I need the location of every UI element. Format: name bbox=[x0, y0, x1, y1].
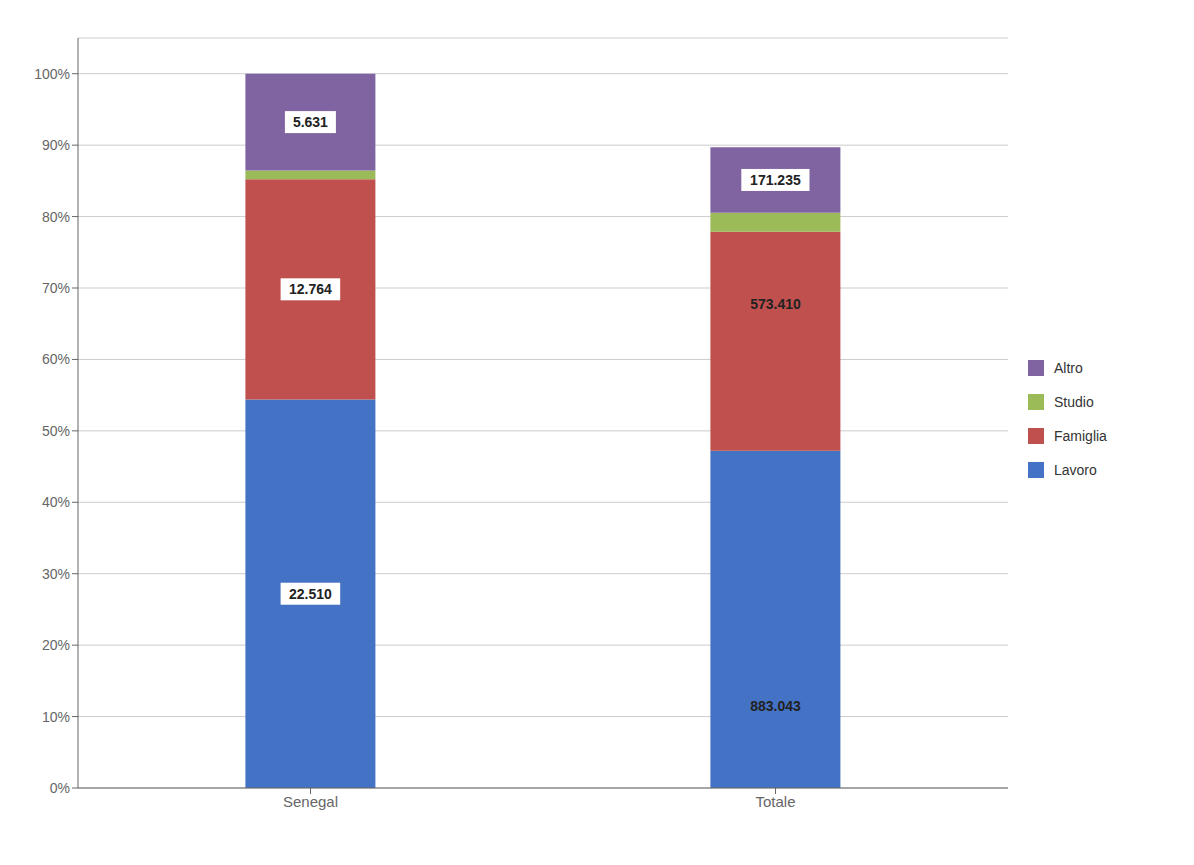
html-text:Famiglia: Famiglia bbox=[1054, 428, 1107, 444]
html-text:Altro: Altro bbox=[1054, 360, 1083, 376]
svg-text:12.764: 12.764 bbox=[289, 281, 332, 297]
svg-text:80%: 80% bbox=[42, 209, 70, 225]
html-text:Studio: Studio bbox=[1054, 394, 1094, 410]
svg-text:90%: 90% bbox=[42, 137, 70, 153]
svg-text:22.510: 22.510 bbox=[289, 586, 332, 602]
html-text:Lavoro: Lavoro bbox=[1054, 462, 1097, 478]
svg-text:70%: 70% bbox=[42, 280, 70, 296]
svg-text:10%: 10% bbox=[42, 709, 70, 725]
svg-text:573.410: 573.410 bbox=[750, 296, 801, 312]
svg-text:Totale: Totale bbox=[755, 793, 795, 810]
svg-text:171.235: 171.235 bbox=[750, 172, 801, 188]
svg-text:30%: 30% bbox=[42, 566, 70, 582]
svg-text:60%: 60% bbox=[42, 351, 70, 367]
svg-text:5.631: 5.631 bbox=[293, 114, 328, 130]
svg-text:50%: 50% bbox=[42, 423, 70, 439]
svg-text:883.043: 883.043 bbox=[750, 698, 801, 714]
svg-text:20%: 20% bbox=[42, 637, 70, 653]
svg-text:100%: 100% bbox=[34, 66, 70, 82]
svg-text:Senegal: Senegal bbox=[283, 793, 338, 810]
svg-text:40%: 40% bbox=[42, 494, 70, 510]
svg-text:0%: 0% bbox=[50, 780, 70, 796]
